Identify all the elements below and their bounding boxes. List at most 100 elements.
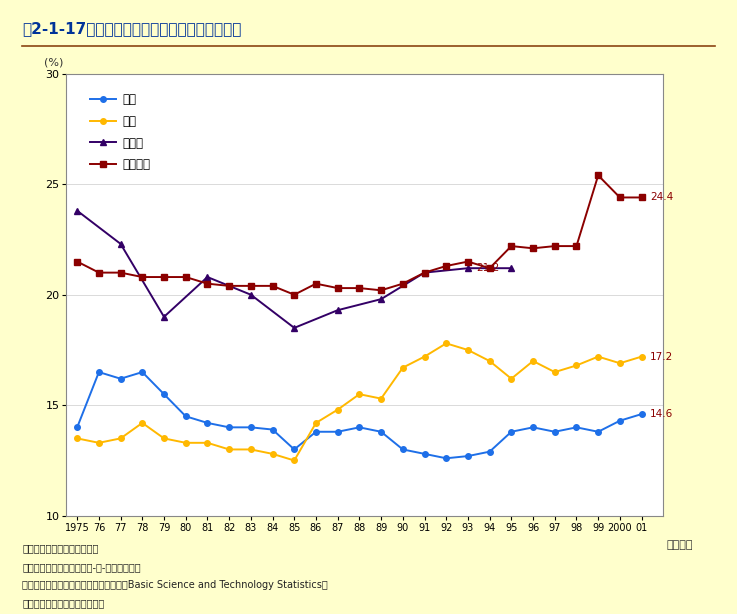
フランス (246, 282, 255, 290)
フランス (615, 194, 624, 201)
日本 (116, 375, 125, 383)
フランス (160, 273, 169, 281)
フランス (138, 273, 147, 281)
ドイツ (116, 240, 125, 247)
Line: フランス: フランス (74, 173, 644, 298)
ドイツ (203, 273, 212, 281)
日本 (203, 419, 212, 427)
日本 (528, 424, 537, 431)
日本 (638, 410, 646, 418)
日本 (615, 417, 624, 424)
米国 (160, 435, 169, 442)
日本 (268, 426, 277, 433)
日本 (399, 446, 408, 453)
フランス (312, 280, 321, 287)
米国 (638, 353, 646, 360)
Text: 21.2: 21.2 (477, 263, 500, 273)
ドイツ (507, 265, 516, 272)
Text: 14.6: 14.6 (650, 409, 674, 419)
米国 (333, 406, 342, 413)
日本 (572, 424, 581, 431)
フランス (551, 243, 559, 250)
Text: (%): (%) (44, 57, 63, 67)
米国 (312, 419, 321, 427)
フランス (420, 269, 429, 276)
ドイツ (464, 265, 472, 272)
ドイツ (377, 295, 385, 303)
米国 (507, 375, 516, 383)
ドイツ (160, 313, 169, 321)
日本 (246, 424, 255, 431)
日本 (464, 453, 472, 460)
日本 (485, 448, 494, 456)
ドイツ (73, 207, 82, 214)
米国 (225, 446, 234, 453)
フランス (290, 291, 298, 298)
フランス (355, 284, 364, 292)
Line: ドイツ: ドイツ (74, 208, 515, 332)
日本 (312, 428, 321, 435)
フランス (638, 194, 646, 201)
日本 (551, 428, 559, 435)
日本 (94, 368, 103, 376)
フランス (441, 262, 450, 270)
フランス (268, 282, 277, 290)
フランス (528, 244, 537, 252)
ドイツ (333, 306, 342, 314)
Line: 日本: 日本 (74, 369, 644, 461)
米国 (290, 457, 298, 464)
Text: （参照：付属資料３．（５））: （参照：付属資料３．（５）） (22, 599, 105, 608)
米国 (420, 353, 429, 360)
日本 (333, 428, 342, 435)
フランス (94, 269, 103, 276)
米国 (246, 446, 255, 453)
フランス (333, 284, 342, 292)
米国 (551, 368, 559, 376)
Text: 注）米国は暦年の値である。: 注）米国は暦年の値である。 (22, 543, 99, 553)
フランス (377, 287, 385, 294)
米国 (138, 419, 147, 427)
Text: 24.4: 24.4 (650, 192, 674, 203)
フランス (507, 243, 516, 250)
Text: 資料：日本及び米国は第２-１-１図に同じ。: 資料：日本及び米国は第２-１-１図に同じ。 (22, 562, 141, 572)
米国 (377, 395, 385, 402)
フランス (572, 243, 581, 250)
日本 (225, 424, 234, 431)
米国 (572, 362, 581, 369)
米国 (615, 360, 624, 367)
フランス (116, 269, 125, 276)
ドイツ (420, 269, 429, 276)
ドイツ (246, 291, 255, 298)
米国 (355, 391, 364, 398)
フランス (399, 280, 408, 287)
フランス (225, 282, 234, 290)
米国 (94, 439, 103, 446)
米国 (268, 450, 277, 457)
米国 (203, 439, 212, 446)
フランス (594, 172, 603, 179)
米国 (485, 357, 494, 365)
Text: 第2-1-17図　主要国の基礎研究費の割合の推移: 第2-1-17図 主要国の基礎研究費の割合の推移 (22, 21, 242, 36)
日本 (441, 454, 450, 462)
米国 (116, 435, 125, 442)
日本 (507, 428, 516, 435)
フランス (485, 265, 494, 272)
米国 (464, 346, 472, 354)
日本 (594, 428, 603, 435)
日本 (160, 391, 169, 398)
Text: （年度）: （年度） (666, 540, 693, 550)
日本 (181, 413, 190, 420)
日本 (73, 424, 82, 431)
日本 (355, 424, 364, 431)
フランス (181, 273, 190, 281)
米国 (594, 353, 603, 360)
米国 (181, 439, 190, 446)
日本 (377, 428, 385, 435)
フランス (203, 280, 212, 287)
Line: 米国: 米国 (74, 341, 644, 464)
日本 (290, 446, 298, 453)
Legend: 日本, 米国, ドイツ, フランス: 日本, 米国, ドイツ, フランス (90, 93, 150, 171)
日本 (138, 368, 147, 376)
フランス (464, 258, 472, 265)
米国 (399, 364, 408, 371)
